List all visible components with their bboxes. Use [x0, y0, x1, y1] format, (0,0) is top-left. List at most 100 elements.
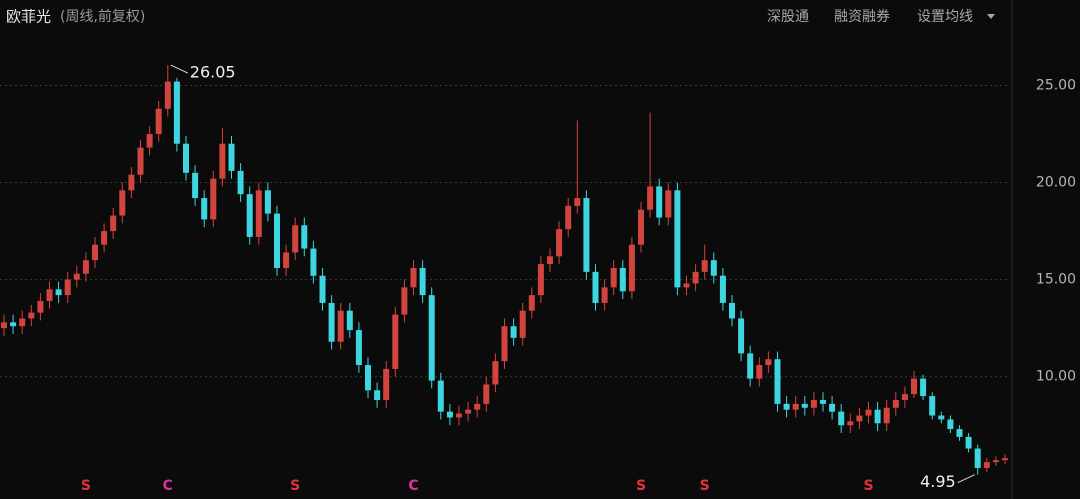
candle-body [146, 134, 153, 148]
candle-body [992, 460, 999, 463]
candle-body [765, 359, 772, 366]
candle-body [365, 365, 371, 391]
candle-body [938, 415, 945, 420]
candle-body [665, 190, 672, 218]
candle-body [638, 209, 644, 245]
candle-body [674, 190, 681, 288]
candle-body [865, 409, 872, 416]
candle-body [456, 413, 462, 418]
candle-body [619, 267, 626, 292]
candle-body [820, 399, 826, 404]
candle-body [883, 407, 890, 424]
candle-body [237, 170, 244, 195]
candle-body [947, 419, 954, 430]
candle-body [756, 365, 763, 379]
candle-body [283, 252, 290, 268]
candle-body [437, 380, 444, 412]
candle-body [920, 378, 927, 397]
stock-name: 欧菲光 [6, 8, 51, 26]
button[interactable]: 深股通 [767, 9, 809, 25]
candle-body [10, 322, 17, 327]
candle-body [419, 267, 426, 296]
candle-body [838, 411, 845, 426]
candle-body [965, 436, 972, 449]
event-marker: S [81, 478, 91, 494]
candle-body [46, 289, 53, 301]
candle-body [465, 409, 472, 414]
event-marker: S [636, 478, 646, 494]
candle-body [219, 143, 226, 179]
candle-body [228, 143, 235, 171]
annotation-arrow [170, 64, 189, 74]
candle-body [137, 147, 144, 175]
candle-body [301, 225, 308, 249]
candle-body [729, 302, 735, 319]
candle-body [119, 190, 126, 216]
candle-body [274, 213, 280, 268]
candle-body [974, 448, 981, 468]
candle-body [292, 225, 299, 253]
event-marker: C [163, 478, 173, 494]
candle-body [37, 300, 44, 313]
event-marker: C [408, 478, 418, 494]
candle-body [19, 318, 26, 327]
candle-body [956, 429, 963, 437]
event-marker: S [290, 478, 300, 494]
candle-body [501, 326, 508, 362]
candle-body [401, 287, 408, 315]
button[interactable]: 融资融券 [834, 9, 890, 25]
candle-body [901, 394, 908, 400]
candle-body [783, 403, 790, 410]
candle-body [574, 198, 581, 206]
candle-body [892, 399, 899, 408]
candle-body [383, 368, 390, 400]
candle-body [64, 279, 71, 296]
candle-body [374, 390, 381, 400]
candle-body [101, 231, 108, 245]
candle-body [210, 178, 217, 220]
candle-body [537, 264, 544, 296]
candle-body [201, 198, 208, 220]
candle-body [628, 244, 635, 292]
candle-body [692, 271, 699, 284]
candle-body [610, 267, 617, 288]
candle-body [647, 186, 654, 210]
candle-body [556, 229, 563, 257]
candle-body [355, 330, 362, 366]
candle-body [483, 384, 490, 404]
candle-body [738, 318, 745, 354]
candle-body [255, 190, 262, 237]
candle-body [792, 403, 799, 410]
candle-body [110, 215, 117, 232]
candle-body [410, 267, 417, 288]
dropdown-icon[interactable] [987, 14, 995, 19]
candle-body [55, 289, 62, 296]
candle-body [592, 271, 599, 303]
button[interactable]: 设置均线 [917, 9, 973, 25]
candle-body [983, 462, 990, 468]
candle-body [519, 310, 526, 338]
candle-body [911, 378, 917, 395]
candle-body [164, 81, 171, 109]
candle-body [856, 415, 863, 422]
candle-body [73, 273, 80, 280]
candle-body [719, 275, 726, 303]
candle-body [565, 205, 572, 230]
candle-body [155, 108, 162, 135]
y-tick-label: 20.00 [1036, 175, 1076, 191]
chart-subtitle: (周线,前复权) [60, 8, 145, 25]
candle-body [810, 399, 817, 408]
candle-body [583, 198, 590, 272]
candle-body [337, 310, 344, 342]
candle-body [774, 359, 781, 404]
candle-body [829, 403, 836, 412]
event-marker: S [700, 478, 710, 494]
candle-body [1002, 458, 1008, 461]
annotation-label: 26.05 [190, 63, 236, 82]
candle-body [192, 172, 199, 199]
candle-body [28, 312, 35, 319]
candle-body [310, 248, 317, 276]
